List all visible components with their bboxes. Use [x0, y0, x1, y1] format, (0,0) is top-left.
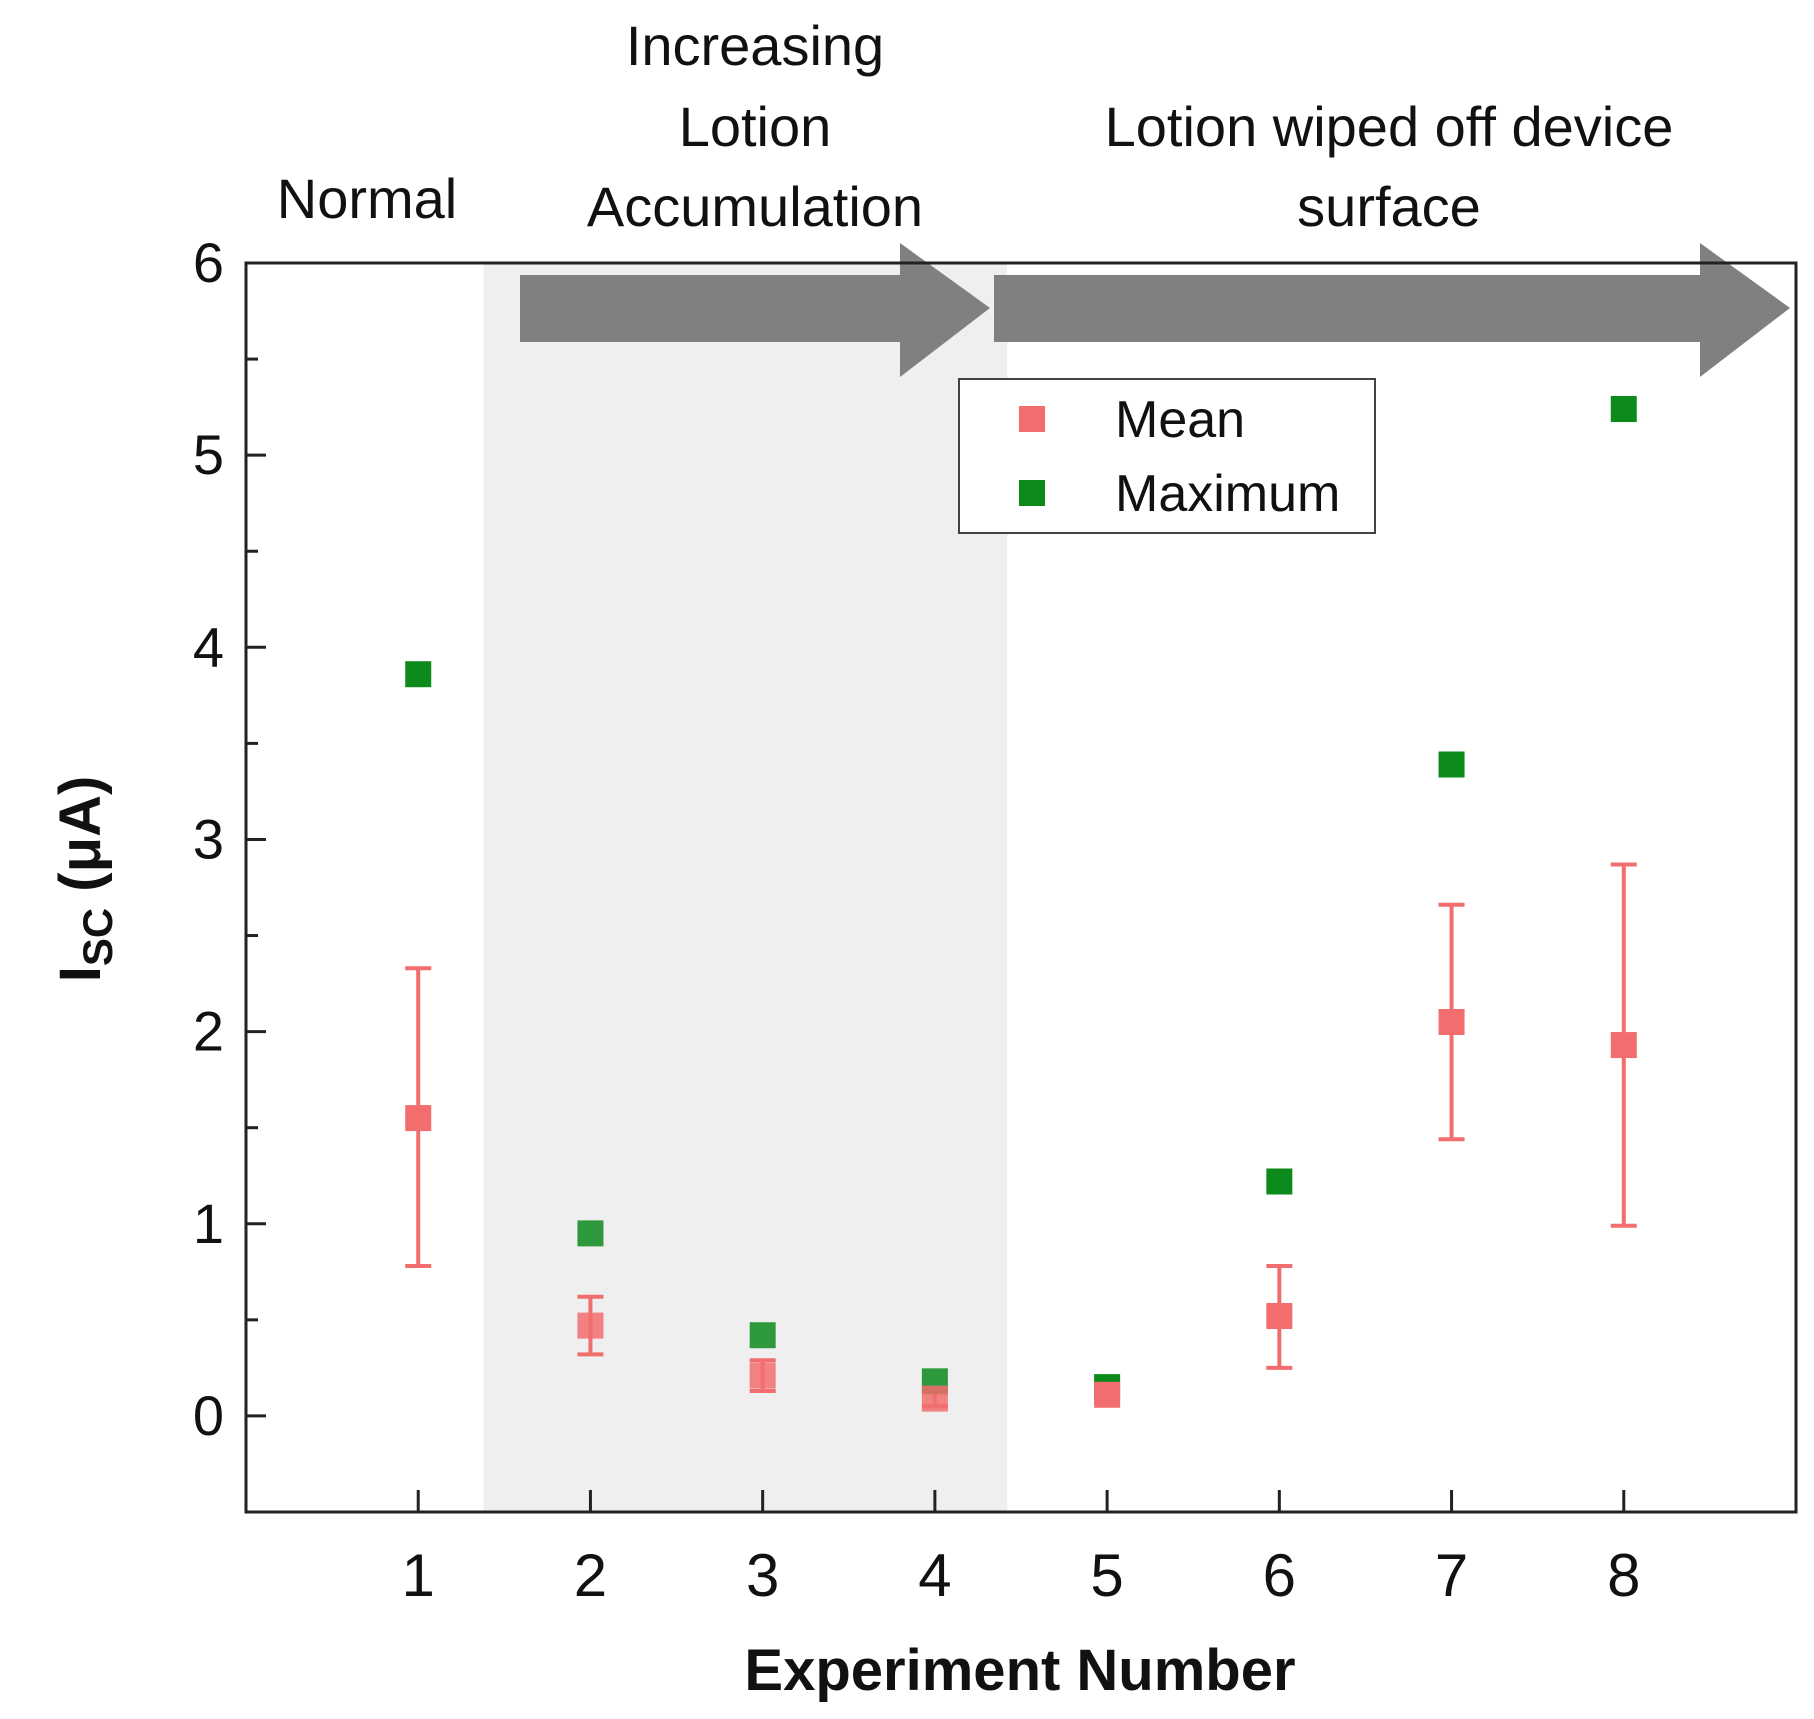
annotation-accumulation-line-3: Accumulation — [587, 175, 923, 238]
maximum-point — [749, 1322, 776, 1349]
annotation-normal: Normal — [277, 167, 457, 230]
phase-arrows — [520, 243, 1790, 377]
y-tick-label: 4 — [193, 615, 224, 678]
maximum-point — [1266, 1168, 1293, 1195]
x-tick-label: 3 — [746, 1542, 779, 1609]
y-axis-label-subscript: SC — [74, 908, 121, 966]
y-tick-label: 3 — [193, 807, 224, 870]
arrow-accumulation — [520, 243, 990, 377]
legend-mean-marker — [1019, 406, 1045, 432]
maximum-point — [405, 661, 432, 688]
maximum-point — [577, 1220, 604, 1247]
legend-mean-label: Mean — [1115, 391, 1245, 449]
y-axis-label-unit: (μA) — [48, 776, 113, 908]
mean-point — [1094, 1381, 1121, 1408]
y-tick-label: 2 — [193, 1000, 224, 1063]
maximum-point — [1610, 396, 1637, 423]
mean-point — [1266, 1303, 1293, 1330]
arrow-wiped — [994, 243, 1790, 377]
x-tick-label: 7 — [1435, 1542, 1468, 1609]
y-axis-label: ISC (μA) — [48, 776, 121, 983]
y-tick-label: 1 — [193, 1192, 224, 1255]
legend: Mean Maximum — [958, 378, 1376, 534]
mean-point — [1610, 1032, 1637, 1059]
x-axis-label: Experiment Number — [744, 1638, 1295, 1703]
y-tick-label: 6 — [193, 231, 224, 294]
y-axis-label-main: I — [48, 966, 113, 982]
mean-point — [921, 1385, 948, 1412]
x-tick-label: 5 — [1090, 1542, 1123, 1609]
x-tick-label: 6 — [1263, 1542, 1296, 1609]
x-tick-label: 4 — [918, 1542, 951, 1609]
legend-box — [958, 378, 1376, 534]
legend-maximum-marker — [1019, 480, 1045, 506]
data-markers — [405, 396, 1637, 1412]
mean-point — [1438, 1009, 1465, 1036]
annotation-accumulation-line-1: Increasing — [626, 14, 884, 77]
plot-frame — [244, 261, 1798, 1514]
annotation-wiped-line-2: surface — [1297, 175, 1481, 238]
y-tick-label: 0 — [193, 1384, 224, 1447]
mean-point — [405, 1105, 432, 1132]
mean-point — [749, 1362, 776, 1389]
legend-maximum-label: Maximum — [1115, 465, 1340, 523]
x-tick-label: 1 — [402, 1542, 435, 1609]
x-axis: 1 2 3 4 5 6 7 8 — [402, 1490, 1640, 1609]
annotation-accumulation-line-2: Lotion — [679, 95, 832, 158]
y-axis: 0 1 2 3 4 5 6 — [193, 231, 266, 1514]
mean-point — [577, 1312, 604, 1339]
annotation-wiped-line-1: Lotion wiped off device — [1105, 95, 1674, 158]
y-tick-label: 5 — [193, 423, 224, 486]
x-tick-label: 8 — [1607, 1542, 1640, 1609]
x-tick-label: 2 — [574, 1542, 607, 1609]
shaded-region — [483, 263, 1008, 1512]
maximum-point — [1438, 751, 1465, 778]
